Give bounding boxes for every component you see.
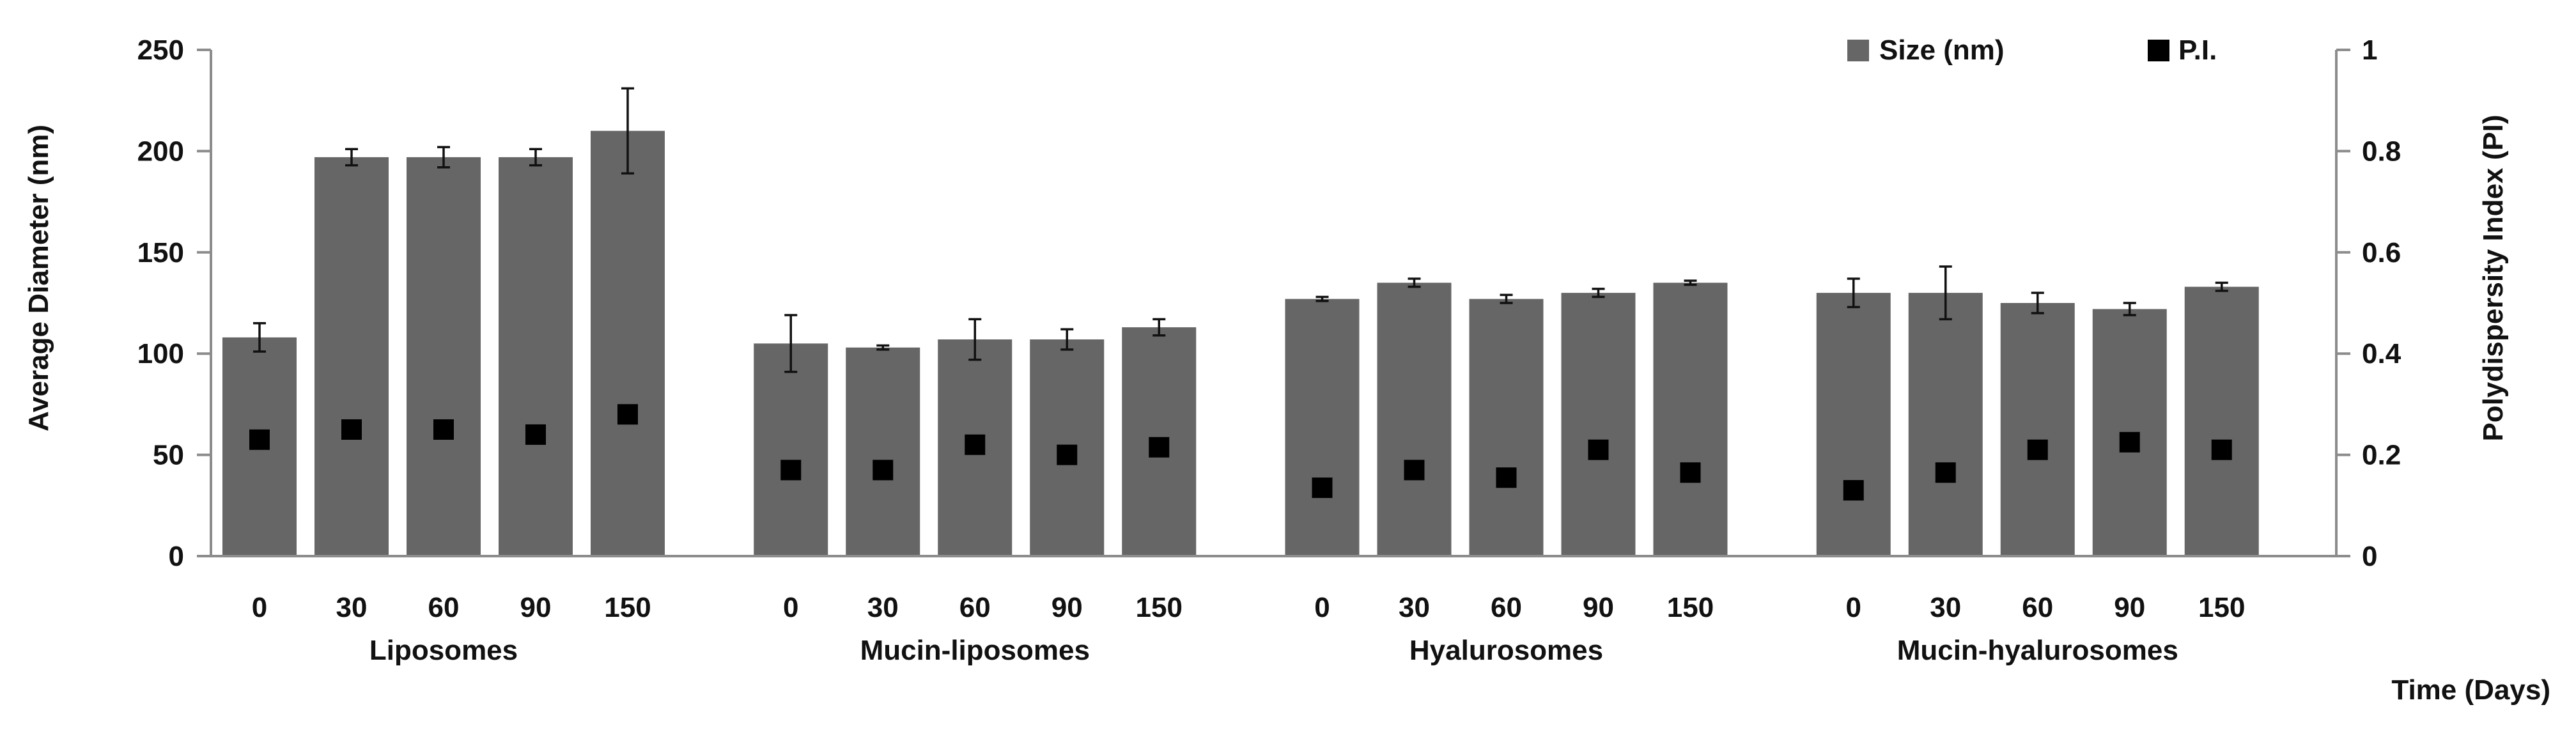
size-bar <box>1377 283 1452 556</box>
pi-marker <box>2211 439 2232 460</box>
size-bar <box>1561 293 1636 556</box>
group-label: Hyalurosomes <box>1409 635 1603 666</box>
category-label: 0 <box>252 592 267 623</box>
pi-marker <box>1680 462 1701 483</box>
axes <box>210 50 2338 557</box>
pi-marker <box>1057 444 1078 465</box>
right-axis-ticks: 0 0.2 0.4 0.6 0.8 1 <box>2336 35 2401 572</box>
category-label: 90 <box>1583 592 1614 623</box>
size-bar <box>1469 299 1544 556</box>
right-tick-label: 0.6 <box>2362 237 2401 268</box>
category-label: 30 <box>336 592 368 623</box>
size-bar <box>846 347 920 556</box>
left-tick-label: 50 <box>153 440 184 471</box>
pi-marker <box>525 424 546 445</box>
pi-marker <box>965 434 986 455</box>
size-bar <box>754 343 828 556</box>
right-tick-label: 1 <box>2362 35 2377 66</box>
right-tick-label: 0 <box>2362 541 2377 572</box>
legend-size-swatch <box>1847 40 1869 61</box>
pi-marker <box>1496 467 1517 488</box>
category-label: 30 <box>867 592 899 623</box>
size-bar <box>499 157 573 557</box>
size-bar <box>314 157 389 557</box>
category-label: 30 <box>1930 592 1961 623</box>
category-label: 150 <box>1136 592 1183 623</box>
category-label: 0 <box>783 592 798 623</box>
right-tick-label: 0.4 <box>2362 338 2401 369</box>
category-label: 150 <box>604 592 651 623</box>
category-label: 60 <box>2022 592 2053 623</box>
pi-marker <box>1843 480 1864 501</box>
legend-pi-swatch <box>2148 40 2169 61</box>
right-tick-label: 0.2 <box>2362 440 2401 471</box>
pi-marker <box>873 460 894 481</box>
pi-markers <box>249 404 2232 501</box>
pi-marker <box>1404 460 1425 481</box>
legend-size-label: Size (nm) <box>1879 35 2005 66</box>
size-bar <box>2000 303 2075 556</box>
pi-marker <box>1588 439 1609 460</box>
category-label: 150 <box>1667 592 1714 623</box>
size-bar <box>1816 293 1891 556</box>
pi-marker <box>617 404 638 425</box>
pi-marker <box>1149 437 1170 458</box>
category-label: 60 <box>428 592 460 623</box>
size-bar <box>407 157 481 557</box>
size-bar <box>1908 293 1983 556</box>
pi-marker <box>249 429 270 450</box>
pi-marker <box>433 419 454 440</box>
category-label: 0 <box>1314 592 1330 623</box>
pi-marker <box>780 460 802 481</box>
category-label: 0 <box>1846 592 1861 623</box>
size-bar <box>591 130 665 557</box>
category-labels: 0 30 60 90 150 0 30 60 90 150 0 30 60 90 150 0 30 60 90 150 <box>252 592 2246 623</box>
pi-marker <box>341 419 362 440</box>
category-label: 60 <box>1491 592 1522 623</box>
left-tick-label: 100 <box>137 338 184 369</box>
pi-marker <box>2119 431 2140 453</box>
group-label: Mucin-liposomes <box>860 635 1090 666</box>
legend-pi-label: P.I. <box>2178 35 2217 66</box>
left-tick-label: 250 <box>137 35 184 66</box>
category-label: 30 <box>1399 592 1430 623</box>
bars <box>222 130 2259 557</box>
size-bar <box>2184 286 2259 556</box>
category-label: 90 <box>1051 592 1083 623</box>
category-label: 90 <box>520 592 552 623</box>
pi-marker <box>1935 462 1956 483</box>
y2-axis-title: Polydispersity Index (PI) <box>2478 114 2509 441</box>
group-label: Liposomes <box>369 635 518 666</box>
size-bar <box>1285 299 1360 556</box>
pi-marker <box>1312 477 1333 499</box>
left-tick-label: 150 <box>137 237 184 268</box>
size-bar <box>1653 283 1728 556</box>
category-label: 150 <box>2198 592 2245 623</box>
y-axis-title: Average Diameter (nm) <box>23 125 54 431</box>
group-labels: Liposomes Mucin-liposomes Hyalurosomes Muci… <box>369 635 2178 666</box>
category-label: 60 <box>959 592 991 623</box>
x-axis-title: Time (Days) <box>2391 674 2550 706</box>
left-tick-label: 0 <box>169 541 184 572</box>
group-label: Mucin-hyalurosomes <box>1897 635 2178 666</box>
error-bars <box>253 87 2228 373</box>
left-tick-label: 200 <box>137 136 184 167</box>
right-tick-label: 0.8 <box>2362 136 2401 167</box>
pi-marker <box>2027 439 2048 460</box>
category-label: 90 <box>2114 592 2145 623</box>
left-axis-ticks: 0 50 100 150 200 250 <box>137 35 211 572</box>
legend: Size (nm) P.I. <box>1847 35 2217 66</box>
